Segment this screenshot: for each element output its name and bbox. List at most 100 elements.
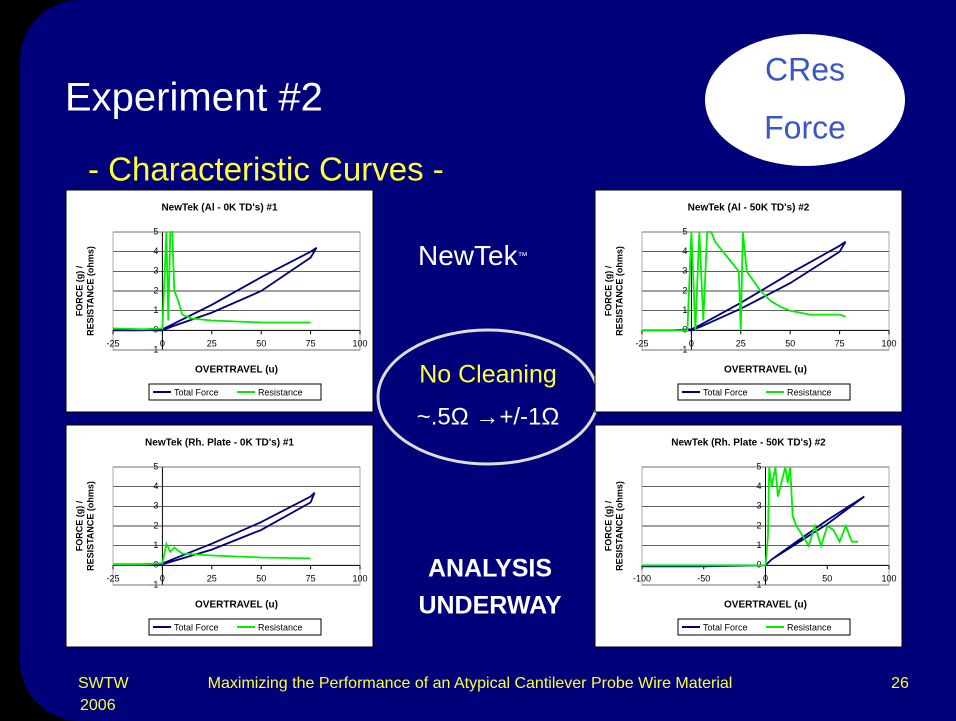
y-tick-label: -1 (150, 579, 158, 589)
y-axis-label: RESISTANCE (ohms) (614, 246, 624, 336)
y-axis-label: RESISTANCE (ohms) (614, 481, 624, 571)
trademark: ™ (518, 251, 528, 262)
y-axis-label: RESISTANCE (ohms) (85, 246, 95, 336)
plot-frame (112, 466, 361, 586)
y-tick-label: 2 (682, 285, 687, 295)
note-line: ~.5Ω →+/-1Ω (417, 403, 560, 430)
y-tick-label: 5 (153, 461, 158, 471)
x-tick-label: 100 (881, 339, 896, 349)
y-axis-label: FORCE (g) / (603, 500, 613, 551)
plot-frame (112, 231, 361, 351)
plot-frame (641, 466, 890, 586)
x-tick-label: 25 (736, 339, 746, 349)
y-tick-label: 4 (682, 246, 687, 256)
y-axis-label: FORCE (g) / (74, 265, 84, 316)
y-tick-label: 5 (682, 226, 687, 236)
x-tick-label: -25 (635, 339, 648, 349)
legend-box (677, 383, 851, 401)
y-axis-label: FORCE (g) / (74, 500, 84, 551)
legend-label: Total Force (703, 622, 748, 632)
y-tick-label: 1 (153, 305, 158, 315)
footer-left: SWTW (78, 675, 130, 692)
subtitle: - Characteristic Curves - (88, 151, 444, 188)
chart-box (594, 189, 903, 413)
y-tick-label: 5 (153, 226, 158, 236)
badge (705, 34, 905, 166)
chart-title: NewTek (Rh. Plate - 50K TD's) #2 (671, 438, 826, 449)
legend-label: Resistance (787, 622, 832, 632)
brand: NewTek™ (418, 240, 528, 271)
y-tick-label: -1 (150, 344, 158, 354)
legend-box (148, 618, 322, 636)
y-tick-label: 2 (756, 520, 761, 530)
series-line (642, 231, 846, 332)
chart: NewTek (Rh. Plate - 0K TD's) #1 -10 1 2 3 4 5 -… (65, 424, 374, 648)
y-tick-label: 4 (756, 481, 761, 491)
series-line (113, 491, 316, 566)
y-tick-label: 2 (153, 285, 158, 295)
series-line (642, 466, 859, 567)
y-tick-label: 3 (756, 501, 761, 511)
x-tick-label: 25 (207, 574, 217, 584)
chart-title: NewTek (Rh. Plate - 0K TD's) #1 (145, 438, 294, 449)
x-tick-label: -25 (106, 574, 119, 584)
y-axis-label: FORCE (g) / (603, 265, 613, 316)
y-tick-label: 5 (756, 461, 761, 471)
title: Experiment #2 (65, 76, 323, 120)
chart-title: NewTek (Al - 50K TD's) #2 (688, 203, 810, 214)
x-tick-label: 75 (306, 339, 316, 349)
x-tick-label: 50 (785, 339, 795, 349)
legend-box (148, 383, 322, 401)
plot-frame (641, 231, 890, 351)
y-axis-label: RESISTANCE (ohms) (85, 481, 95, 571)
x-tick-label: 0 (160, 339, 165, 349)
legend-box (677, 618, 851, 636)
legend-label: Total Force (174, 622, 219, 632)
x-tick-label: 0 (160, 574, 165, 584)
x-tick-label: 100 (352, 339, 367, 349)
y-tick-label: -1 (753, 579, 761, 589)
page-number: 26 (891, 675, 909, 692)
x-axis-label: OVERTRAVEL (u) (724, 600, 807, 611)
x-tick-label: 0 (689, 339, 694, 349)
chart: NewTek (Rh. Plate - 50K TD's) #2 -10 1 2 3 4 5… (594, 424, 903, 648)
brand-name: NewTek (418, 240, 519, 271)
series-line (113, 231, 311, 331)
x-axis-label: OVERTRAVEL (u) (724, 365, 807, 376)
footer-center: Maximizing the Performance of an Atypica… (208, 675, 733, 692)
legend-label: Total Force (174, 387, 219, 397)
series-line (642, 241, 847, 332)
x-tick-label: 50 (822, 574, 832, 584)
x-tick-label: -100 (633, 574, 651, 584)
x-tick-label: 75 (835, 339, 845, 349)
x-tick-label: 50 (256, 574, 266, 584)
x-tick-label: 0 (763, 574, 768, 584)
x-tick-label: 100 (881, 574, 896, 584)
y-tick-label: 4 (153, 246, 158, 256)
y-tick-label: -1 (679, 344, 687, 354)
status-line: UNDERWAY (418, 592, 561, 620)
x-tick-label: -50 (697, 574, 710, 584)
y-tick-label: 3 (153, 501, 158, 511)
chart-box (594, 424, 903, 648)
chart-box (65, 424, 374, 648)
y-tick-label: 1 (153, 540, 158, 550)
x-axis-label: OVERTRAVEL (u) (195, 600, 278, 611)
x-tick-label: 50 (256, 339, 266, 349)
series-line (113, 540, 311, 566)
status-line: ANALYSIS (428, 555, 552, 583)
x-tick-label: 100 (352, 574, 367, 584)
y-tick-label: 3 (682, 266, 687, 276)
y-tick-label: 1 (682, 305, 687, 315)
note-line: No Cleaning (419, 361, 557, 389)
x-tick-label: 25 (207, 339, 217, 349)
legend-label: Resistance (258, 622, 303, 632)
legend-label: Total Force (703, 387, 748, 397)
x-tick-label: -25 (106, 339, 119, 349)
y-tick-label: 2 (153, 520, 158, 530)
badge-line: Force (764, 109, 846, 145)
legend-label: Resistance (787, 387, 832, 397)
